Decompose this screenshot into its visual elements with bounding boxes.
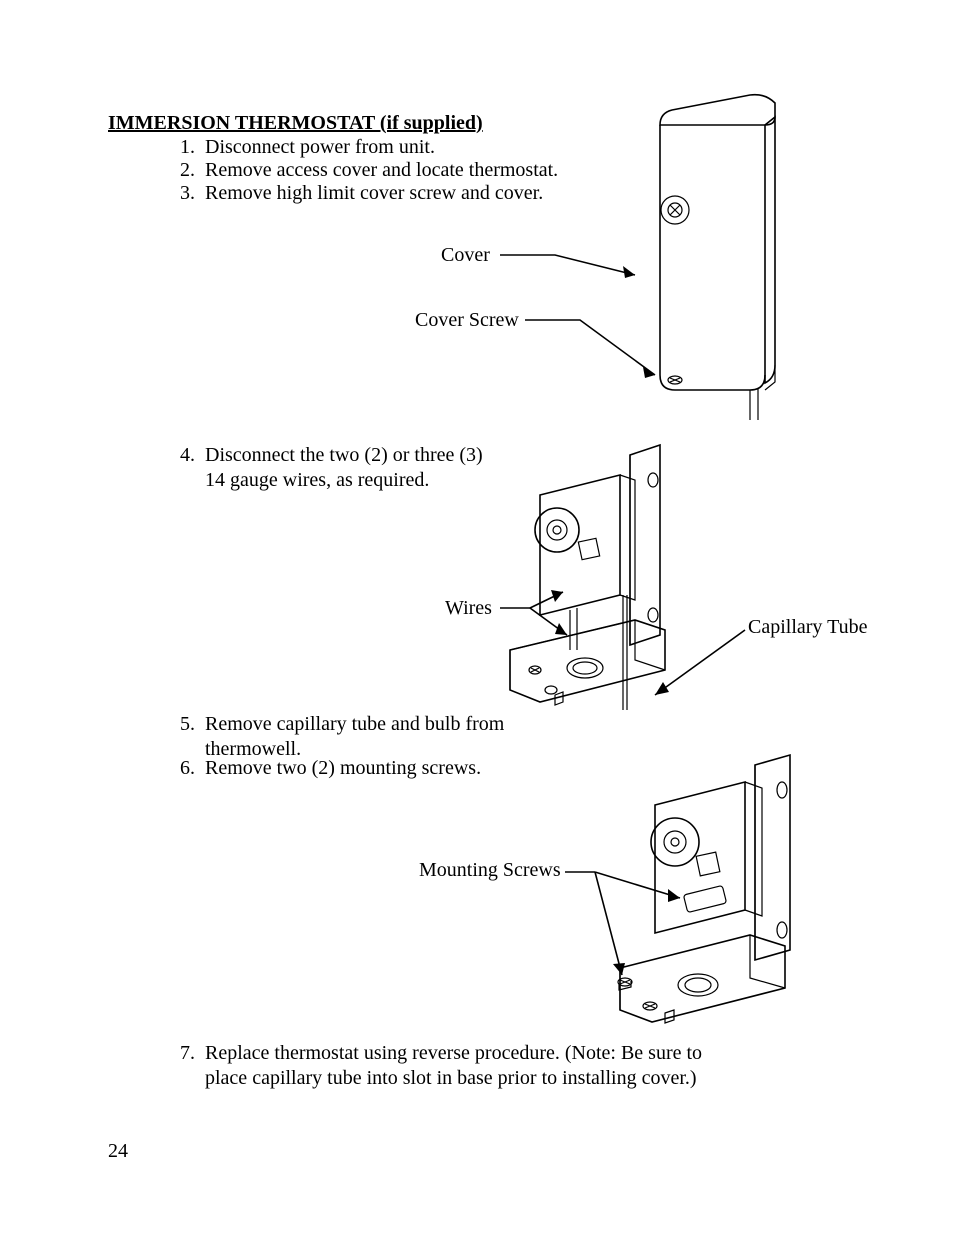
- step-2: 2. Remove access cover and locate thermo…: [165, 158, 558, 183]
- step-5-num: 5.: [165, 712, 205, 762]
- label-wires: Wires: [445, 597, 492, 620]
- step-6-text: Remove two (2) mounting screws.: [205, 756, 481, 781]
- step-4-num: 4.: [165, 443, 205, 493]
- page: IMMERSION THERMOSTAT (if supplied) 1. Di…: [0, 0, 954, 1235]
- step-7-text: Replace thermostat using reverse procedu…: [205, 1041, 725, 1091]
- step-2-text: Remove access cover and locate thermosta…: [205, 158, 558, 183]
- label-mounting: Mounting Screws: [419, 859, 561, 882]
- step-1-text: Disconnect power from unit.: [205, 135, 435, 160]
- label-cover: Cover: [441, 244, 490, 267]
- arrows-drawing3: [560, 860, 760, 1020]
- arrows-drawing1: [495, 240, 695, 390]
- step-7-num: 7.: [165, 1041, 205, 1091]
- step-5: 5. Remove capillary tube and bulb from t…: [165, 712, 505, 762]
- step-6-num: 6.: [165, 756, 205, 781]
- step-1-num: 1.: [165, 135, 205, 160]
- step-4-text: Disconnect the two (2) or three (3) 14 g…: [205, 443, 505, 493]
- step-5-text: Remove capillary tube and bulb from ther…: [205, 712, 505, 762]
- step-1: 1. Disconnect power from unit.: [165, 135, 435, 160]
- section-heading: IMMERSION THERMOSTAT (if supplied): [108, 112, 483, 135]
- step-4: 4. Disconnect the two (2) or three (3) 1…: [165, 443, 505, 493]
- step-3-num: 3.: [165, 181, 205, 206]
- step-6: 6. Remove two (2) mounting screws.: [165, 756, 481, 781]
- step-2-num: 2.: [165, 158, 205, 183]
- step-3: 3. Remove high limit cover screw and cov…: [165, 181, 543, 206]
- step-7: 7. Replace thermostat using reverse proc…: [165, 1041, 725, 1091]
- page-number: 24: [108, 1140, 128, 1163]
- step-3-text: Remove high limit cover screw and cover.: [205, 181, 543, 206]
- arrows-drawing2: [495, 590, 855, 730]
